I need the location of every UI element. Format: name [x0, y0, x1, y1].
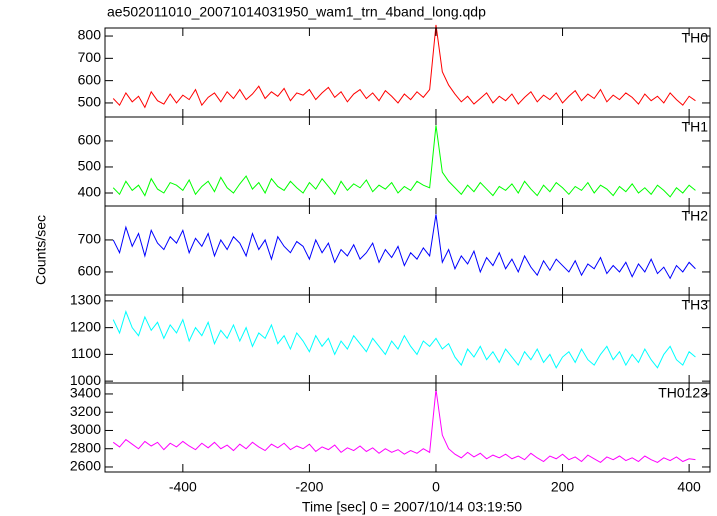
y-tick-label: 700 [78, 49, 102, 65]
panel-frame [104, 116, 711, 207]
y-axis-label: Counts/sec [33, 215, 49, 285]
panel-frame [104, 294, 711, 384]
x-tick-label: -200 [295, 479, 323, 495]
y-tick-label: 1000 [70, 372, 101, 388]
y-tick-label: 1200 [70, 318, 101, 334]
panel-label: TH1 [682, 119, 709, 135]
y-tick-label: 3200 [70, 403, 101, 419]
y-tick-label: 3000 [70, 421, 101, 437]
chart-title: ae502011010_20071014031950_wam1_trn_4ban… [107, 4, 486, 20]
y-tick-label: 700 [78, 231, 102, 247]
panel-label: TH3 [682, 297, 709, 313]
light-curve [112, 125, 696, 198]
y-tick-label: 2600 [70, 458, 101, 474]
y-tick-label: 600 [78, 263, 102, 279]
x-tick-label: 0 [432, 479, 440, 495]
y-tick-label: 400 [78, 184, 102, 200]
panel-frame [104, 205, 711, 296]
y-tick-label: 500 [78, 94, 102, 110]
light-curve [112, 214, 696, 280]
panel-label: TH0123 [658, 385, 708, 401]
y-tick-label: 800 [78, 27, 102, 43]
y-tick-label: 1100 [71, 345, 101, 361]
y-tick-label: 600 [78, 132, 102, 148]
y-tick-label: 500 [78, 158, 102, 174]
y-tick-label: 1300 [70, 292, 101, 308]
light-curve [112, 389, 696, 464]
x-tick-label: 400 [677, 479, 701, 495]
y-tick-label: 3400 [70, 385, 101, 401]
y-tick-label: 600 [78, 71, 102, 87]
x-tick-label: 200 [551, 479, 575, 495]
panel-frame [104, 27, 711, 118]
panel-label: TH0 [682, 30, 709, 46]
y-tick-label: 2800 [70, 439, 101, 455]
light-curve [112, 310, 696, 369]
x-axis-label: Time [sec] 0 = 2007/10/14 03:19:50 [302, 499, 522, 515]
panel-label: TH2 [682, 208, 709, 224]
light-curve [112, 24, 696, 109]
panel-frame [104, 382, 711, 473]
x-tick-label: -400 [169, 479, 197, 495]
